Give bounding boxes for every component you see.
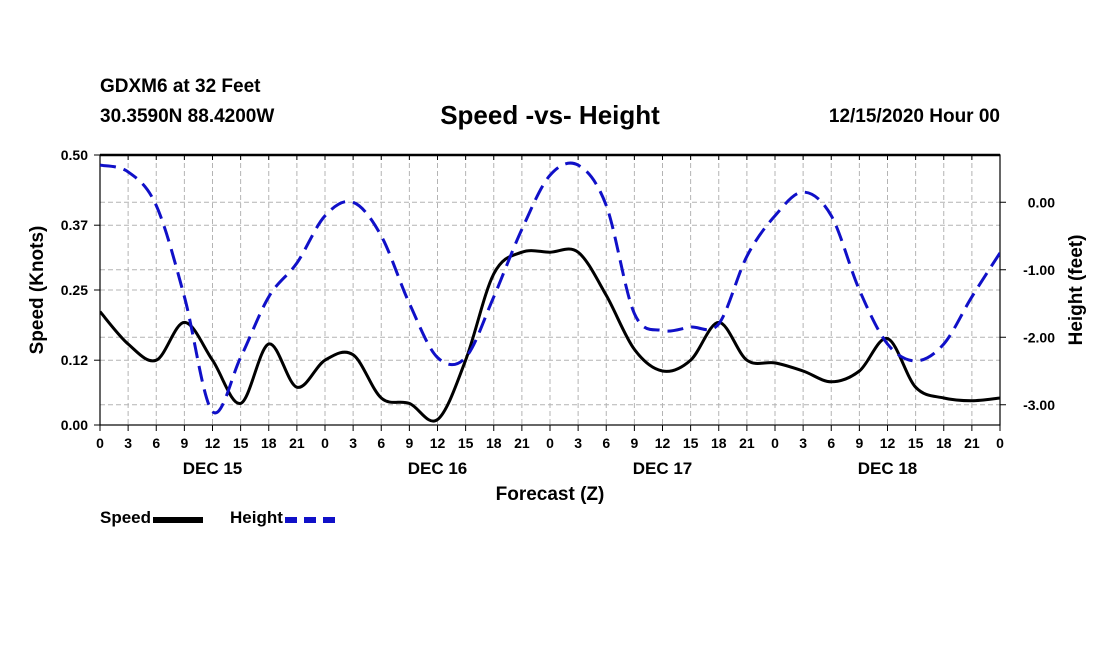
chart-title-wrap: Speed -vs- Height: [0, 100, 1100, 131]
x-tick-label: 18: [711, 435, 727, 451]
x-tick-label: 9: [180, 435, 188, 451]
series-line-speed: [100, 247, 1000, 423]
x-tick-label: 6: [602, 435, 610, 451]
x-tick-label: 9: [630, 435, 638, 451]
axes-layer: [94, 153, 1006, 431]
x-tick-label: 0: [96, 435, 104, 451]
x-tick-label: 0: [321, 435, 329, 451]
x-tick-label: 18: [936, 435, 952, 451]
x-axis-title: Forecast (Z): [496, 484, 605, 505]
x-tick-label: 21: [514, 435, 530, 451]
x-tick-label: 6: [152, 435, 160, 451]
day-label: DEC 16: [408, 459, 468, 478]
y2-axis-title: Height (feet): [1066, 235, 1087, 346]
grid-layer: [100, 155, 1000, 425]
y2-tick-label: -1.00: [1023, 262, 1055, 278]
x-tick-label: 0: [771, 435, 779, 451]
y-tick-label: 0.00: [61, 417, 88, 433]
day-label: DEC 15: [183, 459, 243, 478]
day-label: DEC 17: [633, 459, 693, 478]
x-tick-label: 21: [289, 435, 305, 451]
x-tick-label: 3: [124, 435, 132, 451]
x-tick-label: 21: [739, 435, 755, 451]
x-tick-label: 15: [683, 435, 699, 451]
x-tick-label: 3: [574, 435, 582, 451]
day-label: DEC 18: [858, 459, 918, 478]
y2-tick-label: 0.00: [1028, 194, 1055, 210]
legend-item-speed: Speed: [100, 508, 204, 528]
legend-speed-swatch: [153, 516, 204, 523]
legend-item-height: Height: [230, 508, 335, 528]
y2-tick-label: -3.00: [1023, 397, 1055, 413]
coordinates-label: 30.3590N 88.4200W: [100, 106, 275, 127]
station-label: GDXM6 at 32 Feet: [100, 76, 261, 97]
x-tick-label: 21: [964, 435, 980, 451]
x-tick-label: 0: [546, 435, 554, 451]
y-tick-label: 0.37: [61, 217, 88, 233]
x-tick-label: 6: [377, 435, 385, 451]
y-tick-label: 0.50: [61, 147, 88, 163]
y-axis-title: Speed (Knots): [27, 226, 48, 355]
date-hour-label: 12/15/2020 Hour 00: [828, 106, 1000, 127]
legend-height-label: Height: [230, 508, 283, 527]
x-tick-label: 0: [996, 435, 1004, 451]
x-tick-label: 18: [261, 435, 277, 451]
x-tick-label: 9: [405, 435, 413, 451]
x-tick-label: 12: [655, 435, 671, 451]
x-tick-label: 15: [458, 435, 474, 451]
x-tick-label: 12: [880, 435, 896, 451]
x-tick-label: 6: [827, 435, 835, 451]
chart-title: Speed -vs- Height: [440, 100, 660, 130]
x-tick-label: 15: [233, 435, 249, 451]
x-tick-label: 3: [349, 435, 357, 451]
y2-tick-label: -2.00: [1023, 329, 1055, 345]
x-tick-label: 3: [799, 435, 807, 451]
labels-layer: 0 3 6 9 12 15 18 21 0 3 6 9 12 15 18 21 0 3 6 9 12 15 18 21 0 3 6 9…: [27, 147, 1087, 505]
y-tick-label: 0.12: [61, 352, 88, 368]
legend-height-swatch: [284, 516, 335, 523]
x-tick-label: 18: [486, 435, 502, 451]
series-layer: [100, 161, 1000, 423]
legend-speed-label: Speed: [100, 508, 152, 527]
x-tick-label: 9: [855, 435, 863, 451]
x-tick-label: 15: [908, 435, 924, 451]
x-tick-label: 12: [205, 435, 221, 451]
y-tick-label: 0.25: [61, 282, 88, 298]
x-tick-label: 12: [430, 435, 446, 451]
